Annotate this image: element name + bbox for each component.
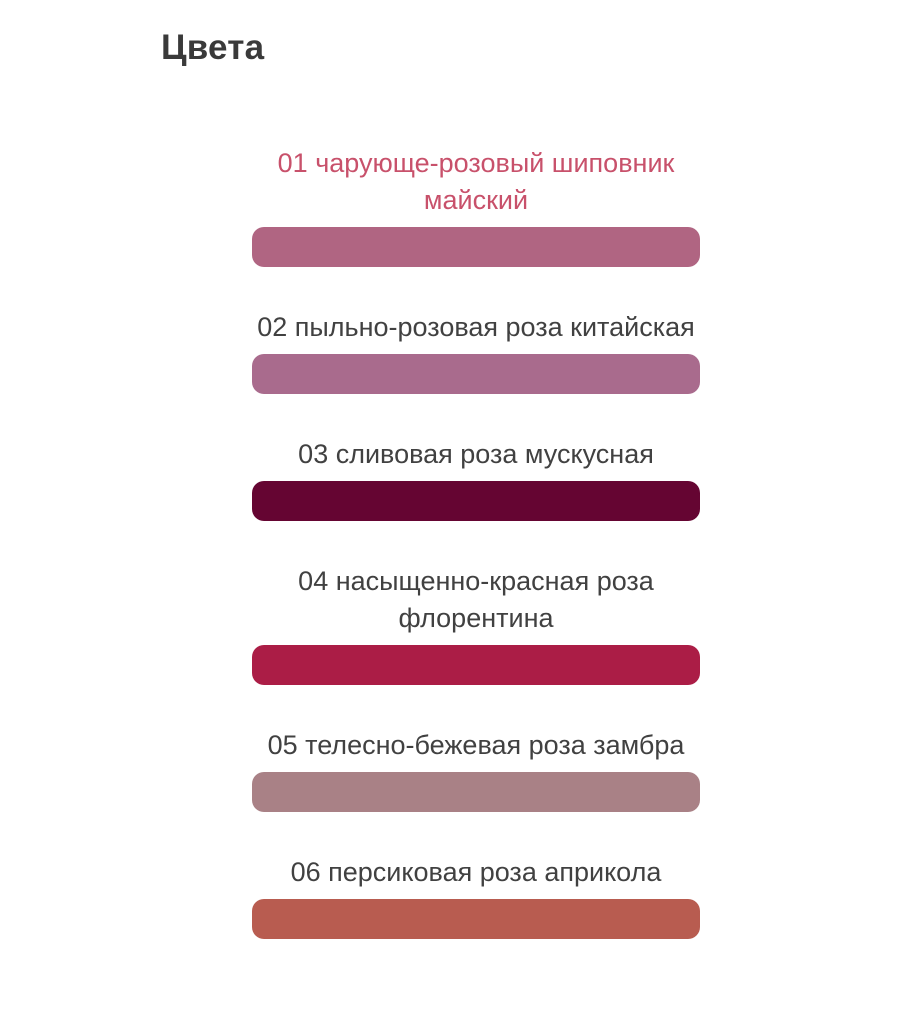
shade-option-02[interactable]: 02 пыльно-розовая роза китайская [176,309,776,394]
colors-section: Цвета 01 чарующе-розовый шиповник майски… [0,26,921,1026]
shade-color-bar-06[interactable] [252,899,700,939]
shade-option-03[interactable]: 03 сливовая роза мускусная [176,436,776,521]
shade-option-04[interactable]: 04 насыщенно-красная роза флорентина [176,563,776,685]
shade-color-bar-02[interactable] [252,354,700,394]
shade-color-bar-01[interactable] [252,227,700,267]
shade-option-06[interactable]: 06 персиковая роза априкола [176,854,776,939]
shade-swatch-list: 01 чарующе-розовый шиповник майский 02 п… [176,145,776,939]
shade-label-06: 06 персиковая роза априкола [290,857,662,887]
shade-color-bar-05[interactable] [252,772,700,812]
shade-label-05: 05 телесно-бежевая роза замбра [267,730,685,760]
shade-option-01[interactable]: 01 чарующе-розовый шиповник майский [176,145,776,267]
shade-label-01: 01 чарующе-розовый шиповник майский [277,148,675,215]
shade-label-04: 04 насыщенно-красная роза флорентина [298,566,654,633]
shade-label-02: 02 пыльно-розовая роза китайская [257,312,695,342]
shade-option-05[interactable]: 05 телесно-бежевая роза замбра [176,727,776,812]
shade-color-bar-04[interactable] [252,645,700,685]
colors-section-title: Цвета [161,28,265,67]
shade-color-bar-03[interactable] [252,481,700,521]
shade-label-03: 03 сливовая роза мускусная [298,439,654,469]
